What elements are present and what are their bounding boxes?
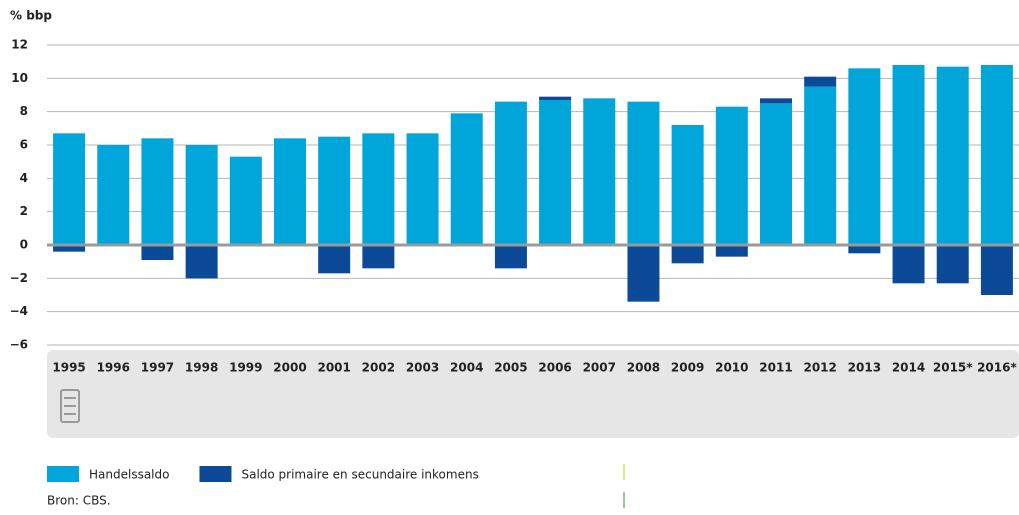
axis-panel [47, 350, 1019, 438]
x-tick-label: 1995 [52, 361, 85, 375]
y-tick-label: 10 [11, 71, 28, 85]
bar [804, 86, 837, 246]
bar [715, 106, 748, 246]
bar [760, 103, 792, 245]
x-tick-label: 2011 [759, 361, 792, 375]
bar [362, 245, 395, 269]
x-tick-label: 2009 [671, 361, 704, 375]
bar [671, 245, 704, 264]
bar [274, 138, 306, 245]
x-tick-label: 2003 [406, 361, 439, 375]
bar [362, 133, 395, 245]
bar [141, 138, 174, 245]
bar [848, 245, 881, 254]
y-tick-label: 12 [11, 38, 28, 52]
bar [53, 245, 86, 252]
x-tick-label: 2001 [317, 361, 350, 375]
bar [318, 245, 351, 274]
bar [892, 65, 925, 245]
bar [229, 156, 262, 245]
y-tick-label: 2 [20, 204, 28, 218]
bar [980, 65, 1013, 245]
bar [936, 66, 969, 246]
bar [627, 101, 660, 246]
y-axis-label: % bbp [10, 9, 52, 23]
bar [450, 113, 483, 245]
y-tick-label: 8 [20, 104, 28, 118]
x-tick-label: 2004 [450, 361, 483, 375]
bar [97, 145, 130, 245]
bar [583, 98, 616, 245]
bar [539, 100, 572, 245]
bar [318, 136, 351, 245]
legend-label: Saldo primaire en secundaire inkomens [241, 468, 478, 482]
bar [671, 125, 704, 245]
x-tick-label: 1998 [185, 361, 218, 375]
bar [185, 145, 218, 245]
y-tick-label: −2 [10, 271, 28, 285]
x-tick-label: 1996 [97, 361, 130, 375]
bar [627, 245, 660, 302]
bar [539, 96, 572, 100]
bar [848, 68, 881, 245]
legend-swatch [47, 466, 79, 482]
bar [760, 98, 792, 104]
bar [406, 133, 439, 245]
y-tick-label: 6 [20, 138, 28, 152]
source: Bron: CBS. [47, 494, 111, 508]
x-tick-label: 1999 [229, 361, 262, 375]
x-tick-label: 2016* [977, 361, 1017, 375]
bar [494, 101, 527, 246]
x-tick-label: 2007 [583, 361, 616, 375]
y-tick-label: −4 [10, 304, 28, 318]
x-tick-label: 2000 [273, 361, 306, 375]
x-tick-label: 2015* [933, 361, 973, 375]
logo [60, 389, 80, 423]
bar [494, 245, 527, 269]
bar [892, 245, 925, 284]
y-tick-label: 0 [20, 238, 28, 252]
bar [185, 245, 218, 279]
bar [141, 245, 174, 260]
bar [980, 245, 1013, 295]
y-tick-label: 4 [20, 171, 28, 185]
x-tick-label: 2012 [803, 361, 836, 375]
x-tick-label: 1997 [141, 361, 174, 375]
x-tick-label: 2002 [362, 361, 395, 375]
bar [936, 245, 969, 284]
x-tick-label: 2008 [627, 361, 660, 375]
legend-label: Handelssaldo [89, 468, 169, 482]
legend-swatch [199, 466, 232, 482]
x-tick-label: 2014 [892, 361, 925, 375]
bar [715, 245, 748, 257]
x-tick-label: 2013 [848, 361, 881, 375]
x-tick-label: 2006 [538, 361, 571, 375]
x-tick-label: 2005 [494, 361, 527, 375]
y-tick-label: −6 [10, 338, 28, 352]
bar [804, 76, 837, 87]
bar [53, 133, 86, 245]
x-tick-label: 2010 [715, 361, 748, 375]
